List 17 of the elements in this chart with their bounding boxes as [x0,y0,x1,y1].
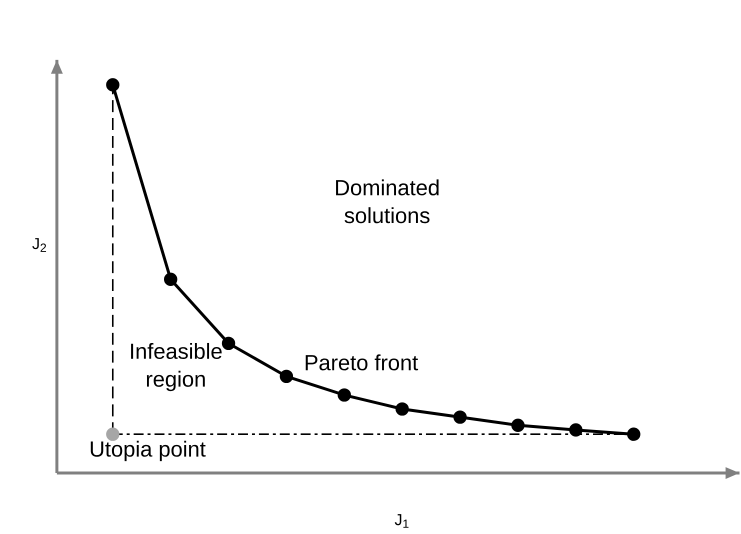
x-axis-title: J$_{1}$ [394,514,409,528]
point [453,410,467,424]
point [222,336,236,350]
point [396,402,409,416]
point [106,427,120,441]
annotation: Dominated solutions [336,179,439,224]
point [338,388,351,402]
y-axis-title: J$_{2}$ [32,238,46,252]
point [164,272,178,286]
series-label: Utopia point [90,440,206,461]
series-label: Pareto front [306,354,418,370]
point [280,369,294,383]
point [569,423,583,436]
point [106,78,120,92]
annotation: Infeasible region [131,342,222,391]
point [627,427,640,441]
point [511,418,525,432]
